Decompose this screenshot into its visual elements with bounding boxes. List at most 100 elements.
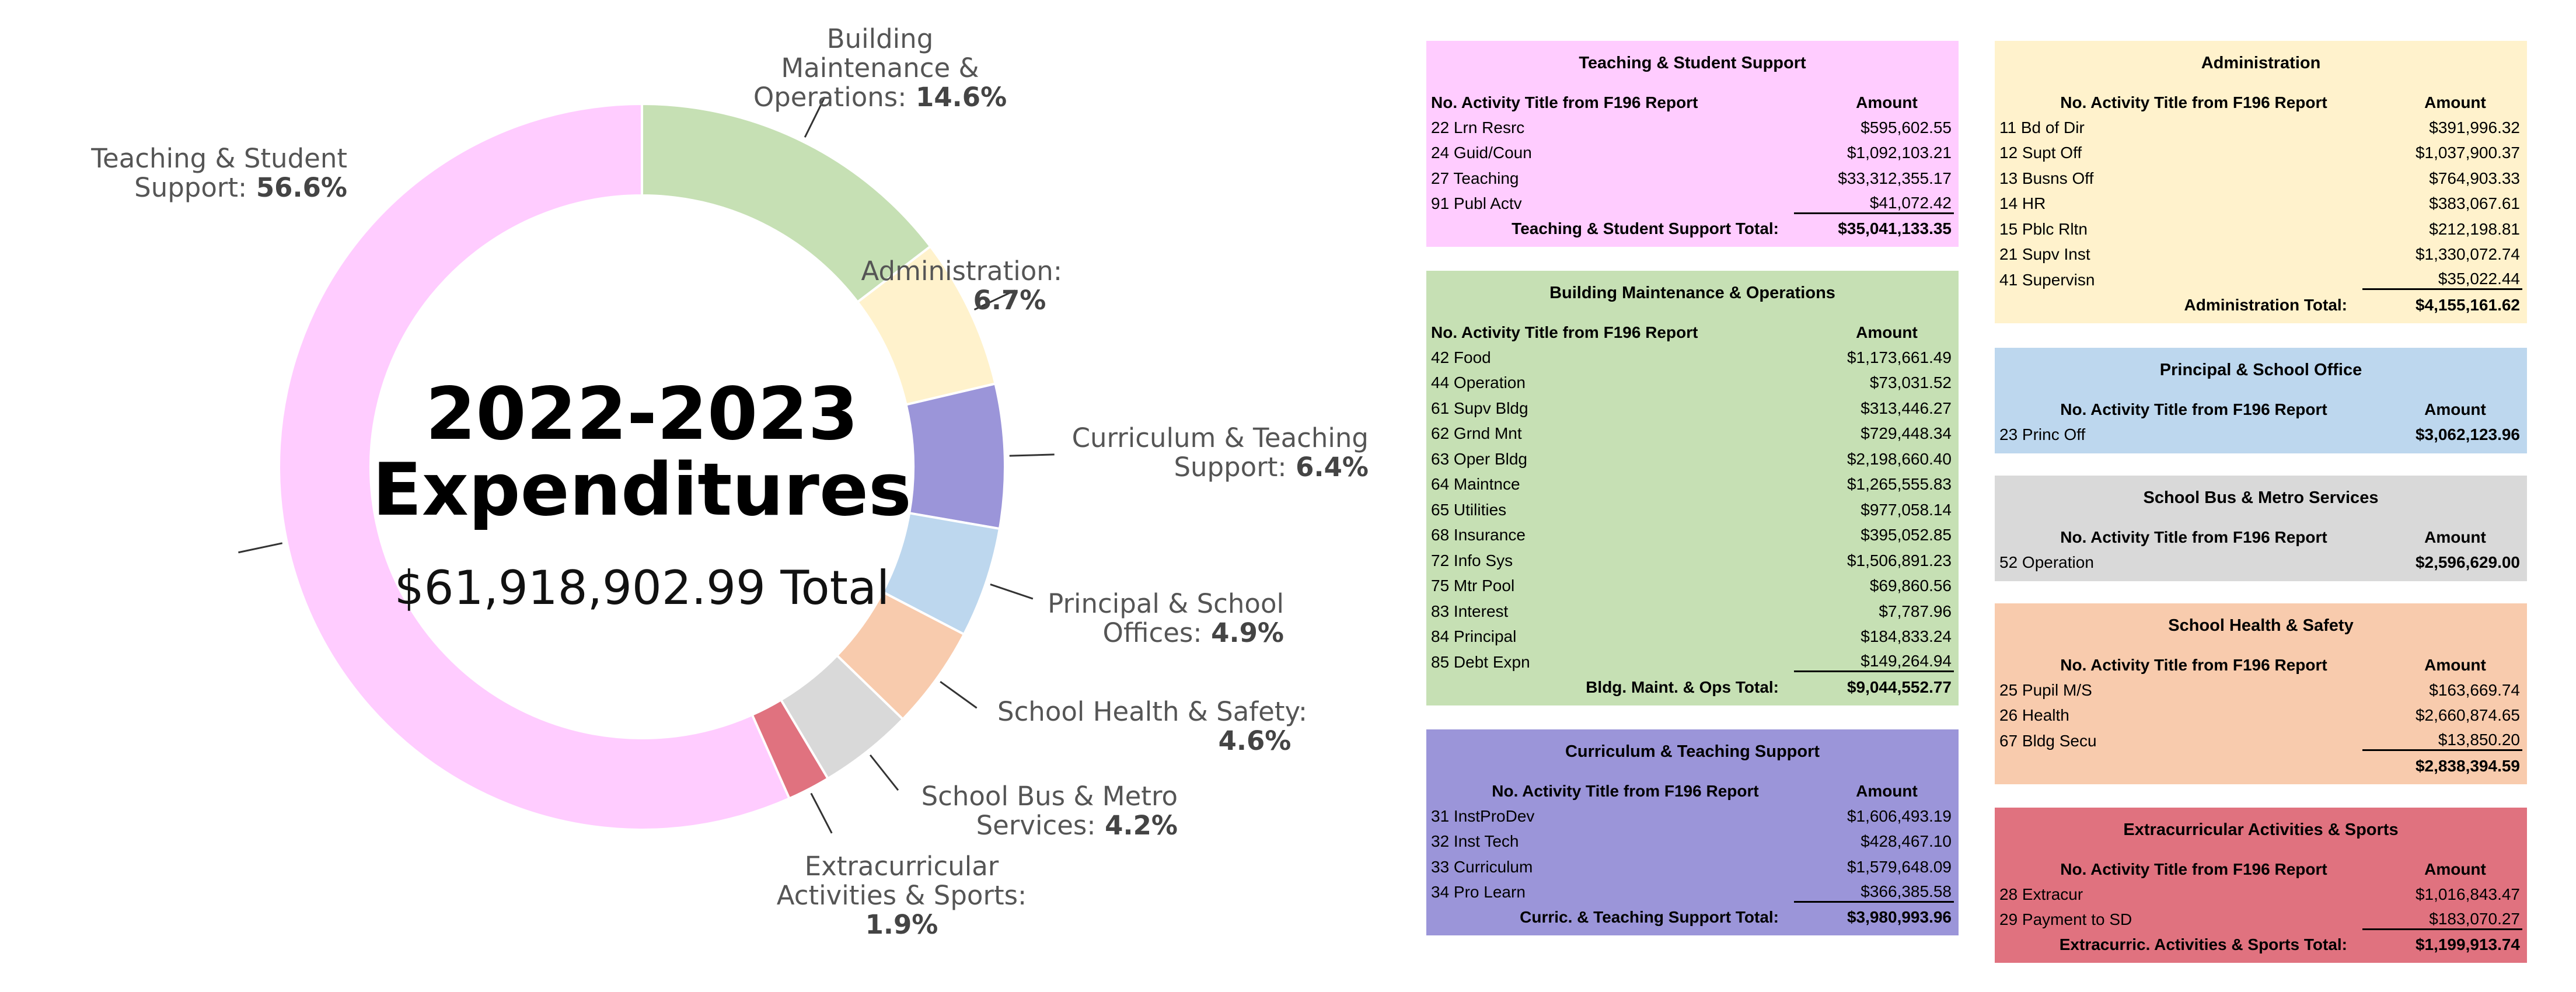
table-row: 85 Debt Expn $149,264.94 (1431, 649, 1954, 675)
header-activity: No. Activity Title from F196 Report (2060, 656, 2327, 674)
row-amount: $69,860.56 (1869, 577, 1952, 595)
label-principal-school-offices: Principal & School Offices: 4.9% (1048, 588, 1284, 648)
header-activity: No. Activity Title from F196 Report (1492, 782, 1759, 800)
table-school-health-safety: School Health & Safety No. Activity Title… (1995, 603, 2527, 784)
header-activity: No. Activity Title from F196 Report (1431, 93, 1698, 111)
total-amount: $3,980,993.96 (1847, 908, 1952, 926)
table-teaching-student-support: Teaching & Student Support No. Activity T… (1426, 41, 1959, 247)
table-row: 11 Bd of Dir $391,996.32 (1999, 115, 2522, 141)
table-total-row: Bldg. Maint. & Ops Total: $9,044,552.77 (1431, 675, 1954, 700)
label-teaching-student-support: Teaching & Student Support: 56.6% (90, 143, 347, 203)
table-administration: Administration No. Activity Title from F1… (1995, 41, 2527, 323)
table-title: Administration (2201, 54, 2321, 72)
row-amount: $2,660,874.65 (2415, 706, 2520, 725)
table-title: School Bus & Metro Services (2143, 488, 2379, 507)
slice-labels: Teaching & Student Support: 56.6% Building… (90, 23, 1369, 940)
table-total-row: $2,838,394.59 (1999, 754, 2522, 778)
row-activity: 42 Food (1431, 348, 1491, 366)
total-amount: $9,044,552.77 (1847, 677, 1952, 696)
row-activity: 63 Oper Bldg (1431, 449, 1527, 468)
table-row: 34 Pro Learn $366,385.58 (1431, 880, 1954, 906)
table-row: 75 Mtr Pool $69,860.56 (1431, 574, 1954, 599)
row-activity: 52 Operation (1999, 553, 2094, 571)
row-amount: $212,198.81 (2429, 219, 2520, 238)
leader-line-school-health-safety (940, 681, 978, 709)
row-activity: 25 Pupil M/S (1999, 680, 2092, 699)
row-amount: $366,385.58 (1794, 882, 1954, 903)
table-total-row: Curric. & Teaching Support Total: $3,980,… (1431, 905, 1954, 930)
donut-slices (278, 102, 1006, 831)
header-activity: No. Activity Title from F196 Report (2060, 860, 2327, 878)
header-activity: No. Activity Title from F196 Report (2060, 400, 2327, 418)
table-total-row: Administration Total: $4,155,161.62 (1999, 293, 2522, 317)
total-amount: $4,155,161.62 (2415, 295, 2520, 314)
chart-title-line2: Expenditures (372, 448, 912, 532)
row-activity: 91 Publ Actv (1431, 194, 1522, 213)
total-label: Curric. & Teaching Support Total: (1520, 908, 1779, 926)
row-activity: 83 Interest (1431, 602, 1509, 620)
chart-subtitle: $61,918,902.99 Total (395, 561, 889, 615)
row-amount: $163,669.74 (2429, 680, 2520, 699)
table-row: 27 Teaching $33,312,355.17 (1431, 166, 1954, 191)
leader-line-school-bus-metro-services (869, 754, 899, 791)
table-row: 62 Grnd Mnt $729,448.34 (1431, 421, 1954, 447)
row-amount: $13,850.20 (2362, 731, 2522, 752)
label-leader-lines (238, 96, 1055, 834)
header-amount: Amount (2424, 400, 2486, 418)
row-activity: 29 Payment to SD (1999, 910, 2132, 929)
table-row: 83 Interest $7,787.96 (1431, 599, 1954, 624)
row-amount: $595,602.55 (1861, 118, 1952, 137)
row-amount: $1,606,493.19 (1847, 806, 1952, 825)
table-header-row: No. Activity Title from F196 Report Amoun… (1431, 90, 1954, 115)
header-amount: Amount (2424, 528, 2486, 546)
total-amount: $1,199,913.74 (2415, 935, 2520, 953)
header-activity: No. Activity Title from F196 Report (2060, 528, 2327, 546)
header-amount: Amount (2424, 860, 2486, 878)
row-amount: $729,448.34 (1861, 424, 1952, 443)
leader-line-administration (973, 289, 1015, 310)
table-row: 44 Operation $73,031.52 (1431, 371, 1954, 396)
row-activity: 31 InstProDev (1431, 806, 1535, 825)
table-title: Teaching & Student Support (1579, 54, 1806, 72)
table-row: 24 Guid/Coun $1,092,103.21 (1431, 141, 1954, 166)
row-amount: $33,312,355.17 (1838, 169, 1952, 187)
header-amount: Amount (1856, 93, 1918, 111)
row-amount: $1,173,661.49 (1847, 348, 1952, 366)
table-total-row: Teaching & Student Support Total: $35,041… (1431, 216, 1954, 241)
row-amount: $183,070.27 (2362, 910, 2522, 930)
total-label: Administration Total: (2184, 295, 2347, 314)
table-extracurricular: Extracurricular Activities & Sports No. A… (1995, 808, 2527, 963)
row-amount: $764,903.33 (2429, 169, 2520, 187)
total-label: Extracurric. Activities & Sports Total: (2059, 935, 2347, 953)
row-amount: $35,022.44 (2362, 270, 2522, 291)
row-activity: 44 Operation (1431, 373, 1526, 392)
row-amount: $428,467.10 (1861, 832, 1952, 851)
row-activity: 85 Debt Expn (1431, 652, 1530, 671)
table-row: 13 Busns Off $764,903.33 (1999, 166, 2522, 191)
header-amount: Amount (2424, 656, 2486, 674)
row-activity: 41 Supervisn (1999, 270, 2095, 289)
row-activity: 11 Bd of Dir (1999, 118, 2085, 137)
row-amount: $7,787.96 (1879, 602, 1952, 620)
row-amount: $41,072.42 (1794, 194, 1954, 214)
row-activity: 33 Curriculum (1431, 857, 1533, 876)
label-curriculum-teaching-support: Curriculum & Teaching Support: 6.4% (1072, 422, 1369, 483)
row-amount: $1,330,072.74 (2415, 245, 2520, 264)
slice-curriculum-teaching-support (905, 382, 1006, 530)
header-activity: No. Activity Title from F196 Report (2060, 93, 2327, 111)
table-school-bus-metro: School Bus & Metro Services No. Activity … (1995, 476, 2527, 581)
header-amount: Amount (1856, 323, 1918, 341)
table-header-row: No. Activity Title from F196 Report Amoun… (1999, 653, 2522, 677)
table-row: 68 Insurance $395,052.85 (1431, 523, 1954, 549)
header-amount: Amount (1856, 782, 1918, 800)
table-row: 41 Supervisn $35,022.44 (1999, 267, 2522, 293)
row-activity: 26 Health (1999, 706, 2069, 725)
table-row: 21 Supv Inst $1,330,072.74 (1999, 242, 2522, 268)
table-principal-school-office: Principal & School Office No. Activity Ti… (1995, 348, 2527, 453)
row-amount: $383,067.61 (2429, 194, 2520, 213)
label-school-bus-metro-services: School Bus & Metro Services: 4.2% (922, 781, 1178, 841)
row-amount: $1,506,891.23 (1847, 551, 1952, 570)
row-amount: $73,031.52 (1869, 373, 1952, 392)
table-row: 29 Payment to SD $183,070.27 (1999, 907, 2522, 933)
slice-teaching-student-support (278, 102, 791, 831)
